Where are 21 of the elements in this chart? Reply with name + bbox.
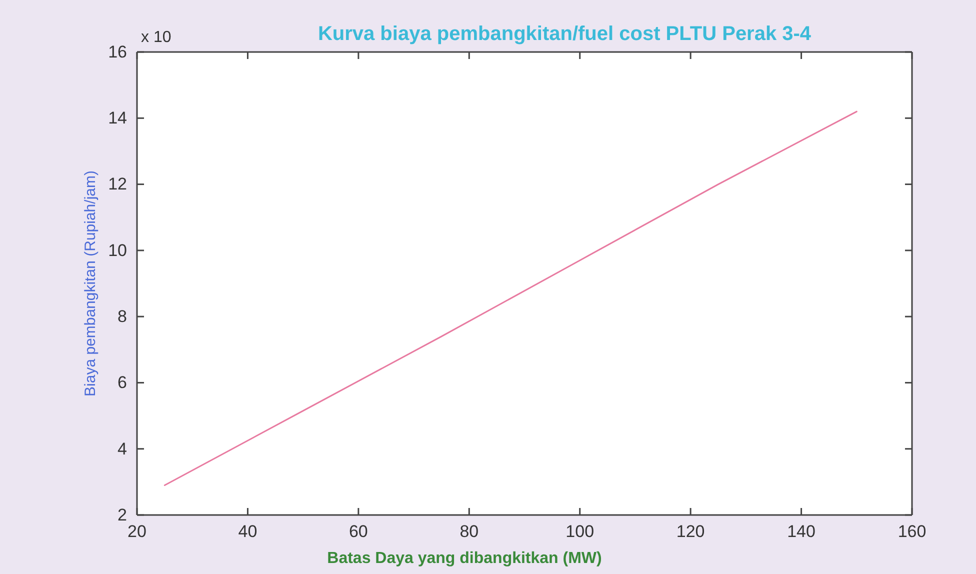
y-axis-title: Biaya pembangkitan (Rupiah/jam) — [82, 170, 99, 396]
y-tick-label: 12 — [108, 174, 127, 194]
line-series — [164, 110, 858, 486]
x-tick-label: 40 — [238, 522, 258, 542]
x-tick-label: 120 — [676, 522, 705, 542]
text: x 10 — [141, 29, 172, 46]
x-tick-label: 60 — [348, 522, 368, 542]
y-tick-label: 2 — [118, 505, 127, 524]
x-tick-label: 80 — [460, 522, 479, 542]
y-tick-label: 4 — [118, 439, 127, 458]
y-tick-label: 14 — [108, 108, 127, 128]
y-tick-label: 16 — [108, 42, 127, 62]
x-tick-label: 140 — [787, 522, 816, 542]
x-tick-label: 100 — [566, 522, 594, 542]
x-tick-label: 160 — [898, 522, 926, 542]
y-tick-label: 10 — [108, 240, 127, 260]
x-axis-title: Batas Daya yang dibangkitkan (MW) — [327, 550, 602, 567]
y-tick-label: 8 — [118, 307, 127, 326]
y-tick-label: 6 — [118, 373, 127, 392]
x-tick-label: 20 — [128, 522, 146, 542]
chart-title: Kurva biaya pembangkitan/fuel cost PLTU Perak 3-4 — [318, 23, 812, 45]
